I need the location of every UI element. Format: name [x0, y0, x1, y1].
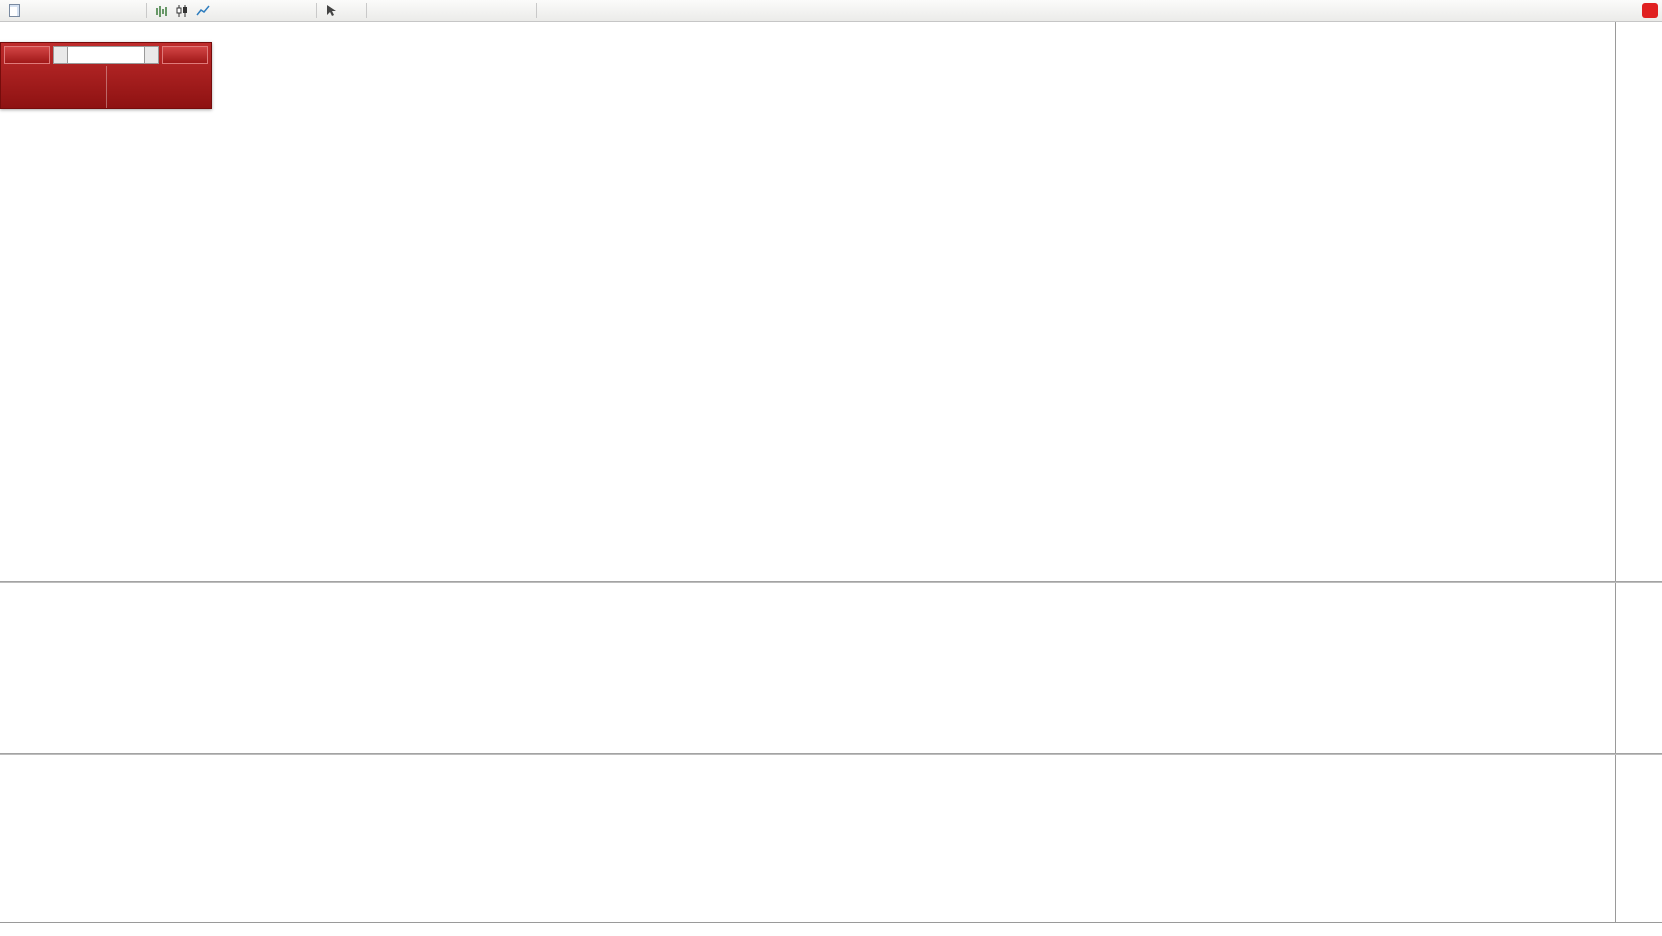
new-order-icon — [9, 4, 20, 17]
sell-price[interactable] — [1, 66, 106, 108]
trendline-icon[interactable] — [413, 1, 433, 21]
zoom-in-icon[interactable] — [214, 1, 234, 21]
zoom-out-icon[interactable] — [235, 1, 255, 21]
toolbar-separator — [316, 3, 317, 18]
horizontal-line-icon[interactable] — [392, 1, 412, 21]
vertical-line-icon[interactable] — [371, 1, 391, 21]
new-order-button[interactable] — [4, 1, 29, 21]
tile-windows-icon[interactable] — [256, 1, 276, 21]
buy-price[interactable] — [107, 66, 212, 108]
price-macd-pane-splitter[interactable] — [0, 581, 1662, 583]
terminal-icon[interactable] — [93, 1, 113, 21]
notification-badge[interactable] — [1642, 3, 1658, 18]
navigator-icon[interactable] — [72, 1, 92, 21]
sell-button[interactable] — [4, 45, 50, 64]
text-tool-icon[interactable] — [476, 1, 496, 21]
price-axis — [1616, 0, 1662, 936]
time-axis[interactable] — [0, 922, 1662, 936]
data-window-icon[interactable] — [51, 1, 71, 21]
macd-rsi-pane-splitter[interactable] — [0, 753, 1662, 755]
lot-size-control — [53, 45, 159, 64]
buy-button[interactable] — [162, 45, 208, 64]
bar-chart-icon[interactable] — [151, 1, 171, 21]
channel-icon[interactable] — [434, 1, 454, 21]
market-watch-icon[interactable] — [30, 1, 50, 21]
line-chart-icon[interactable] — [193, 1, 213, 21]
autotrading-button[interactable] — [114, 1, 142, 21]
lot-increase-button[interactable] — [144, 45, 159, 64]
trade-panel-divider — [105, 66, 107, 108]
price-axis-border — [1615, 22, 1616, 922]
indicators-dropdown-icon[interactable] — [298, 1, 312, 21]
candlestick-icon[interactable] — [172, 1, 192, 21]
symbol-ohlc-info — [4, 26, 10, 38]
macd-indicator-label — [3, 586, 11, 598]
toolbar-separator — [366, 3, 367, 18]
indicators-icon[interactable] — [277, 1, 297, 21]
crosshair-icon[interactable] — [342, 1, 362, 21]
fibonacci-icon[interactable] — [455, 1, 475, 21]
trade-panel-header — [1, 43, 211, 66]
lot-size-input[interactable] — [68, 45, 144, 64]
arrows-tool-icon[interactable] — [497, 1, 517, 21]
one-click-trade-panel — [0, 42, 212, 109]
autotrading-play-icon — [119, 1, 133, 21]
main-toolbar — [0, 0, 1662, 22]
toolbar-separator — [146, 3, 147, 18]
cursor-icon[interactable] — [321, 1, 341, 21]
lot-decrease-button[interactable] — [53, 45, 68, 64]
rsi-indicator-label — [3, 758, 7, 770]
toolbar-separator — [536, 3, 537, 18]
trade-panel-prices — [1, 66, 211, 108]
shapes-dropdown-icon[interactable] — [518, 1, 532, 21]
mailbox-icon[interactable] — [1617, 1, 1637, 21]
